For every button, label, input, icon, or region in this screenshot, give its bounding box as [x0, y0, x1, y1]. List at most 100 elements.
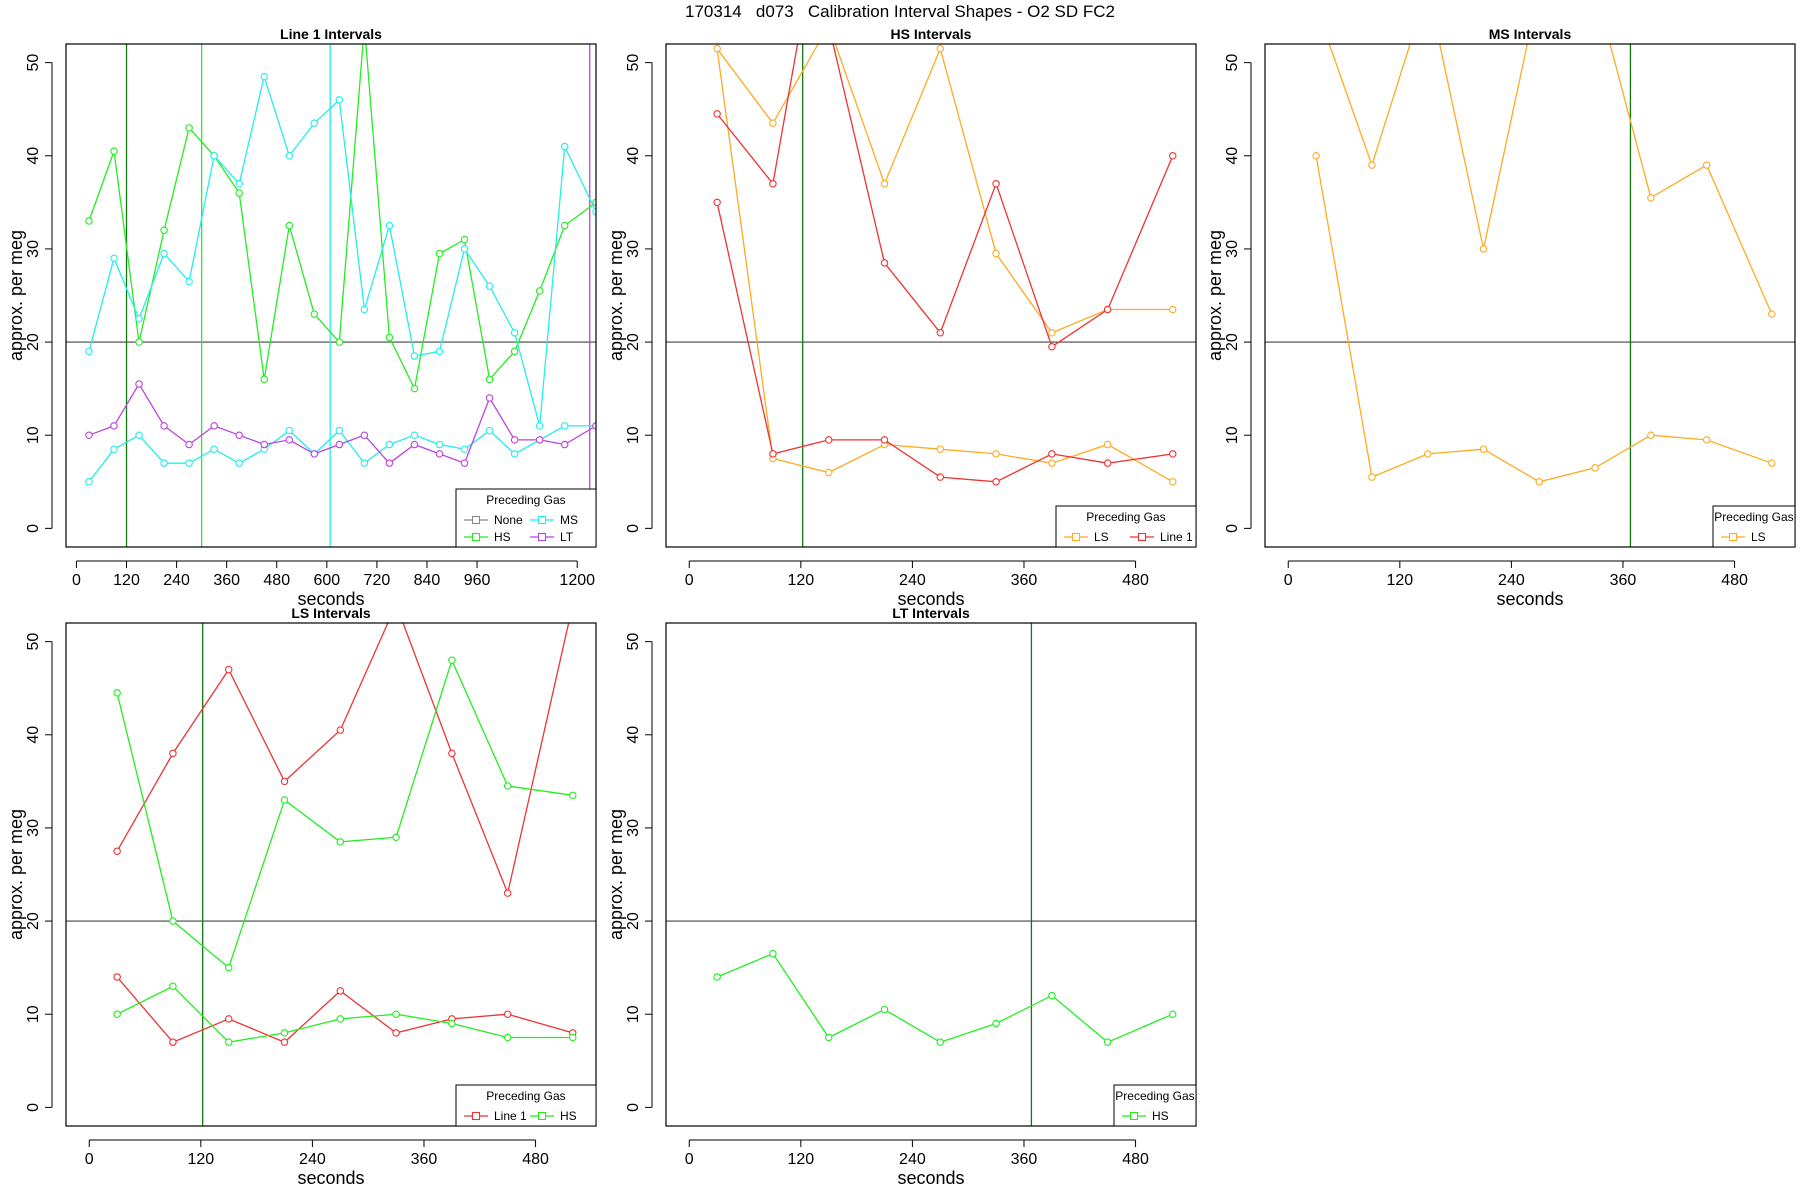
- series-line: [1315, 155, 1773, 483]
- data-point: [435, 347, 444, 356]
- data-point: [880, 1005, 889, 1014]
- x-tick-label: 600: [313, 572, 340, 589]
- data-point: [336, 838, 345, 846]
- data-point: [448, 1019, 456, 1028]
- legend-title: Preceding Gas: [1086, 510, 1165, 524]
- x-axis-label: seconds: [297, 589, 364, 609]
- data-point: [385, 221, 394, 230]
- data-point: [280, 1029, 289, 1037]
- y-tick-label: 10: [25, 426, 42, 444]
- legend-entry-label: LS: [1751, 530, 1766, 544]
- data-point: [85, 478, 93, 486]
- data-point: [360, 431, 369, 439]
- x-tick-label: 0: [85, 1151, 94, 1168]
- data-point: [210, 152, 218, 160]
- data-point: [936, 473, 945, 481]
- data-point: [460, 445, 469, 453]
- data-point: [260, 375, 268, 384]
- data-point: [285, 436, 294, 444]
- data-point: [1702, 161, 1711, 169]
- y-axis-label: approx. per meg: [606, 809, 626, 940]
- x-tick-label: 360: [1011, 572, 1038, 589]
- data-point: [410, 352, 419, 360]
- plot-area: [666, 22, 1196, 547]
- y-tick-label: 10: [625, 1005, 642, 1023]
- x-tick-label: 480: [1122, 1151, 1149, 1168]
- data-point: [485, 426, 494, 435]
- data-point: [503, 782, 512, 790]
- x-axis-label: seconds: [897, 1168, 964, 1188]
- x-tick-label: 360: [411, 1151, 438, 1168]
- x-tick-label: 240: [899, 572, 926, 589]
- x-tick-label: 1200: [559, 572, 595, 589]
- panel-title: MS Intervals: [1489, 26, 1572, 42]
- data-point: [769, 450, 777, 458]
- data-point: [169, 749, 177, 758]
- data-point: [110, 254, 118, 262]
- data-point: [1591, 464, 1599, 472]
- legend-entry-label: Line 1: [494, 1109, 527, 1123]
- data-point: [210, 422, 218, 430]
- y-tick-label: 20: [625, 333, 642, 351]
- data-point: [936, 1038, 945, 1046]
- series-line: [116, 976, 573, 1043]
- data-point: [110, 445, 118, 453]
- legend-title: Preceding Gas: [1115, 1089, 1194, 1103]
- series-line: [116, 623, 570, 896]
- legend-entry-label: MS: [560, 513, 578, 527]
- legend-swatch-marker: [471, 1111, 481, 1121]
- data-point: [392, 1029, 400, 1037]
- data-point: [992, 249, 1000, 258]
- data-point: [280, 796, 289, 804]
- data-point: [713, 44, 721, 53]
- data-point: [569, 791, 577, 800]
- plot-frame: [65, 622, 597, 1127]
- data-point: [310, 450, 319, 458]
- data-point: [410, 440, 419, 449]
- data-point: [824, 436, 833, 444]
- legend-box: [1113, 1084, 1197, 1127]
- legend-swatch-marker: [1728, 532, 1738, 542]
- data-point: [1048, 450, 1056, 458]
- data-point: [460, 235, 469, 244]
- data-point: [769, 179, 777, 188]
- data-point: [1048, 991, 1056, 1000]
- data-point: [826, 22, 832, 28]
- y-tick-label: 0: [1224, 524, 1241, 533]
- data-point: [392, 1010, 400, 1018]
- plot-frame: [1264, 43, 1796, 548]
- data-point: [824, 468, 833, 477]
- data-point: [1169, 152, 1177, 160]
- x-tick-label: 0: [685, 572, 694, 589]
- x-tick-label: 120: [787, 1151, 814, 1168]
- data-point: [560, 440, 569, 449]
- data-point: [485, 375, 494, 384]
- chart-panel-2: HS Intervals 0 120 240 360 480 seconds 0 10 20 30 4…: [606, 22, 1197, 609]
- x-tick-label: 240: [299, 1151, 326, 1168]
- x-tick-label: 480: [1122, 572, 1149, 589]
- data-point: [85, 217, 93, 225]
- x-tick-label: 840: [414, 572, 441, 589]
- data-point: [224, 665, 233, 674]
- data-point: [160, 422, 168, 430]
- data-point: [310, 119, 319, 127]
- data-point: [260, 72, 268, 81]
- data-point: [135, 431, 143, 439]
- data-point: [160, 459, 168, 467]
- legend-swatch-marker: [537, 515, 547, 525]
- y-axis-label: approx. per meg: [1205, 230, 1225, 361]
- x-tick-label: 120: [113, 572, 140, 589]
- series-line: [716, 44, 1173, 334]
- chart-panel-3: MS Intervals 0 120 240 360 480 seconds 0 10 20 30 4…: [1205, 26, 1796, 609]
- data-point: [110, 147, 118, 155]
- data-point: [235, 189, 243, 197]
- x-tick-label: 120: [1386, 572, 1413, 589]
- data-point: [235, 179, 243, 188]
- data-point: [1423, 450, 1432, 458]
- data-point: [1103, 1038, 1112, 1046]
- series-line: [716, 952, 1174, 1043]
- data-point: [285, 152, 294, 160]
- y-tick-label: 10: [625, 426, 642, 444]
